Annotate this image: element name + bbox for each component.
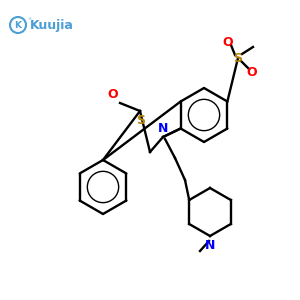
Text: N: N bbox=[205, 239, 215, 252]
Text: S: S bbox=[136, 114, 146, 127]
Text: O: O bbox=[223, 35, 233, 49]
Text: N: N bbox=[158, 122, 168, 135]
Text: S: S bbox=[233, 52, 242, 64]
Text: O: O bbox=[107, 88, 118, 101]
Text: ®: ® bbox=[27, 17, 31, 21]
Text: K: K bbox=[14, 20, 22, 29]
Text: O: O bbox=[247, 65, 257, 79]
Text: Kuujia: Kuujia bbox=[30, 19, 74, 32]
